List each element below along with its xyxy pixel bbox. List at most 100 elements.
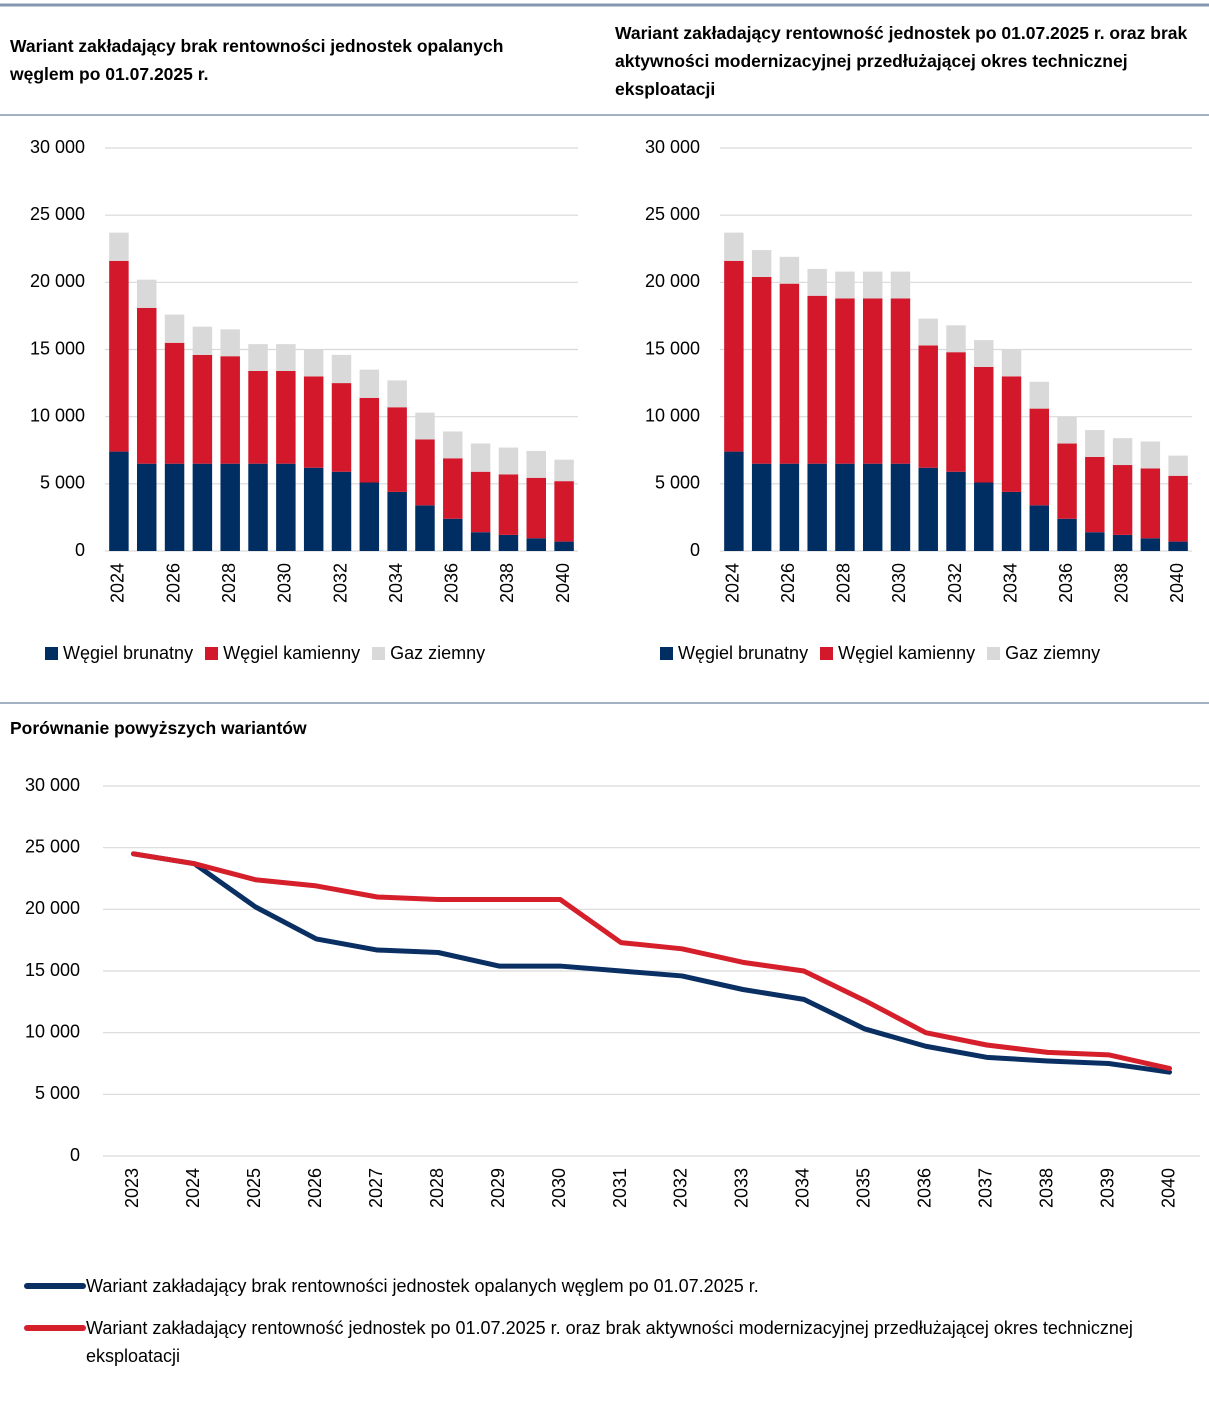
bar-segment — [248, 463, 268, 551]
legend-swatch — [205, 647, 219, 660]
legend-label: Węgiel brunatny — [63, 643, 194, 663]
y-tick-label: 0 — [75, 540, 85, 560]
x-tick-label: 2027 — [366, 1168, 386, 1208]
bar-segment — [1029, 408, 1050, 506]
y-tick-label: 0 — [70, 1145, 80, 1165]
bar-segment — [415, 412, 435, 440]
legend-item: Węgiel kamienny — [820, 643, 975, 664]
bar-segment — [276, 344, 296, 371]
bar-segment — [359, 482, 380, 551]
bar-segment — [136, 463, 157, 551]
bar-segment — [498, 534, 519, 551]
bar-segment — [220, 329, 240, 357]
bar-segment — [1112, 465, 1133, 535]
bar-segment — [724, 232, 744, 261]
legend-item: Węgiel brunatny — [660, 643, 808, 664]
bar-segment — [974, 366, 994, 483]
bar-segment — [724, 260, 744, 452]
x-tick-label: 2028 — [219, 563, 239, 603]
y-tick-label: 25 000 — [25, 836, 80, 856]
bar-segment — [918, 467, 938, 551]
bar-segment — [890, 298, 911, 464]
chart-title: Porównanie powyższych wariantów — [10, 718, 307, 738]
bar-segment — [1029, 505, 1050, 551]
x-tick-label: 2034 — [386, 563, 406, 603]
legend-item: Węgiel brunatny — [45, 643, 193, 664]
bar-segment — [946, 325, 966, 353]
bar-segment — [890, 271, 911, 299]
bar-segment — [779, 283, 800, 464]
bar-segment — [192, 354, 213, 464]
bar-segment — [470, 532, 491, 551]
x-tick-label: 2035 — [854, 1168, 874, 1208]
y-tick-label: 30 000 — [25, 775, 80, 795]
bar-segment — [192, 463, 213, 551]
bar-segment — [220, 463, 240, 551]
bar-segment — [974, 482, 994, 551]
bar-segment — [751, 463, 772, 551]
x-tick-label: 2023 — [122, 1168, 142, 1208]
x-tick-label: 2034 — [1000, 563, 1020, 603]
legend-item: Wariant zakładający brak rentowności jed… — [24, 1272, 1199, 1300]
legend-swatch — [24, 1283, 86, 1289]
x-tick-label: 2040 — [1167, 563, 1187, 603]
bar-segment — [136, 279, 157, 308]
legend-label: Wariant zakładający brak rentowności jed… — [86, 1276, 759, 1296]
legend-swatch — [24, 1325, 86, 1331]
y-tick-label: 15 000 — [645, 338, 700, 358]
bar-segment — [918, 345, 938, 468]
bar-segment — [220, 356, 240, 464]
bar-segment — [443, 458, 463, 519]
bar-segment — [554, 541, 574, 551]
legend-item: Węgiel kamienny — [205, 643, 360, 664]
bar-segment — [498, 447, 519, 475]
bar-segment — [974, 340, 994, 367]
bar-segment — [443, 518, 463, 551]
bar-segment — [109, 232, 129, 261]
x-tick-label: 2030 — [889, 563, 909, 603]
legend-label: Węgiel kamienny — [838, 643, 976, 663]
x-tick-label: 2029 — [488, 1168, 508, 1208]
chart-title: Wariant zakładający brak rentowności jed… — [10, 36, 504, 84]
bar-segment — [779, 256, 800, 284]
y-tick-label: 20 000 — [30, 271, 85, 291]
bar-segment — [554, 481, 574, 542]
x-tick-label: 2033 — [732, 1168, 752, 1208]
bar-segment — [1085, 430, 1105, 457]
x-tick-label: 2026 — [778, 563, 798, 603]
bar-segment — [387, 407, 407, 492]
y-tick-label: 25 000 — [30, 204, 85, 224]
bar-segment — [359, 369, 380, 398]
x-tick-label: 2038 — [1036, 1168, 1056, 1208]
x-tick-label: 2030 — [549, 1168, 569, 1208]
bar-segment — [1001, 349, 1022, 377]
x-tick-label: 2024 — [183, 1168, 203, 1208]
bar-segment — [359, 397, 380, 483]
x-tick-label: 2024 — [108, 563, 128, 603]
bar-segment — [303, 467, 324, 551]
bar-segment — [1168, 475, 1188, 542]
x-tick-label: 2038 — [1111, 563, 1131, 603]
y-tick-label: 30 000 — [30, 137, 85, 157]
x-tick-label: 2032 — [945, 563, 965, 603]
y-tick-label: 0 — [690, 540, 700, 560]
bar-segment — [526, 477, 547, 539]
bar-segment — [470, 471, 491, 533]
bar-segment — [331, 383, 352, 472]
bar-segment — [109, 451, 129, 551]
y-tick-label: 10 000 — [645, 405, 700, 425]
bar-segment — [526, 450, 547, 478]
bar-segment — [470, 443, 491, 472]
y-tick-label: 15 000 — [25, 960, 80, 980]
bar-segment — [1112, 534, 1133, 551]
bar-segment — [164, 314, 185, 343]
bar-segment — [1057, 443, 1077, 519]
legend-label: Węgiel brunatny — [678, 643, 809, 663]
bar-segment — [779, 463, 800, 551]
x-tick-label: 2028 — [834, 563, 854, 603]
legend-swatch — [372, 647, 386, 660]
bar-segment — [946, 471, 966, 551]
bar-segment — [862, 271, 883, 299]
bar-segment — [164, 463, 185, 551]
